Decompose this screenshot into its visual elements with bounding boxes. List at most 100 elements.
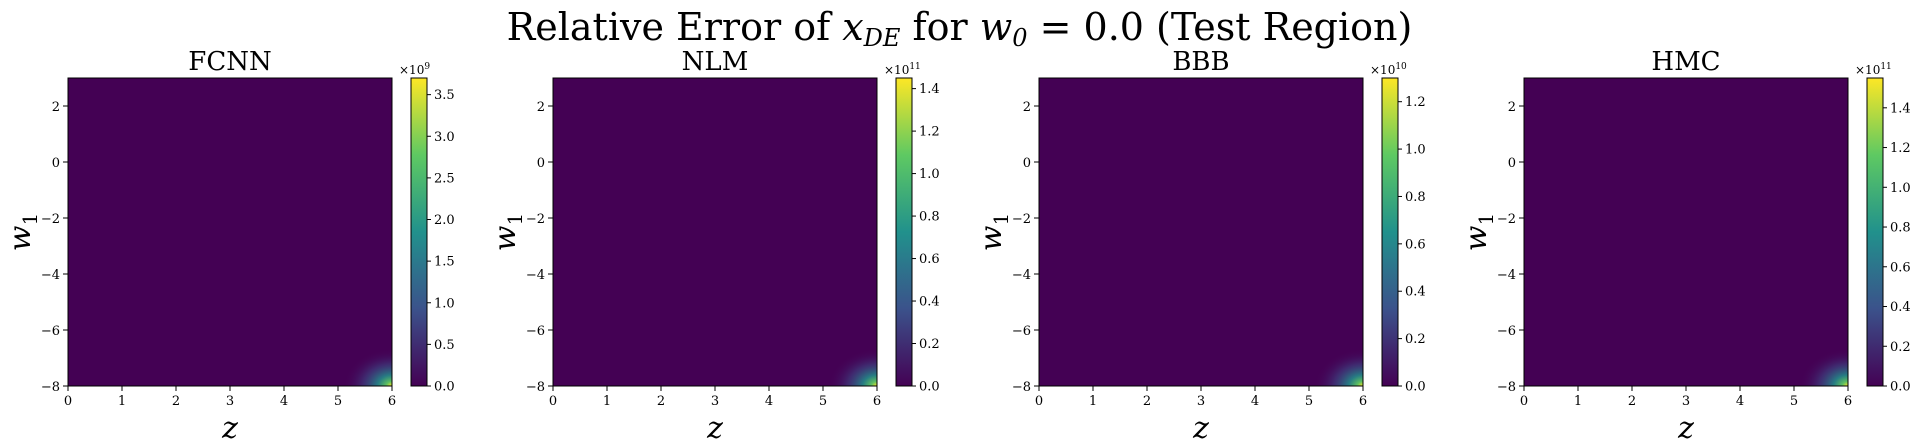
y-tick-label: −8 xyxy=(41,380,60,395)
heatmap-field xyxy=(1524,78,1848,386)
x-tick-label: 2 xyxy=(657,394,665,409)
panel-hmc: HMC 0 1 2 3 4 5 6 z −8 −6 −4 −2 0 2 w1 0.0 0.2 0.4 0.6 0.8 1.… xyxy=(1459,47,1911,446)
y-tick-label: 0 xyxy=(537,156,545,171)
y-tick-label: −8 xyxy=(526,380,545,395)
colorbar-multiplier: ×1010 xyxy=(1370,62,1407,77)
x-tick-label: 5 xyxy=(334,394,342,409)
colorbar-tick-label: 0.2 xyxy=(1890,340,1911,355)
title-param-sub: 0 xyxy=(1012,24,1028,52)
y-tick-label: 2 xyxy=(1023,100,1031,115)
heatmap-hotspot xyxy=(343,349,392,386)
x-tick-label: 0 xyxy=(549,394,557,409)
title-suffix: = 0.0 (Test Region) xyxy=(1027,5,1413,49)
y-tick-label: 2 xyxy=(537,100,545,115)
title-var-sub: DE xyxy=(863,24,901,52)
x-tick-label: 0 xyxy=(1520,394,1528,409)
colorbar xyxy=(1381,77,1399,387)
y-tick-label: −4 xyxy=(41,268,60,283)
colorbar-tick-label: 0.8 xyxy=(1405,190,1426,205)
x-tick-label: 6 xyxy=(388,394,396,409)
x-tick-label: 4 xyxy=(280,394,288,409)
colorbar-multiplier: ×1011 xyxy=(1855,62,1892,77)
colorbar-tick-label: 0.5 xyxy=(434,338,455,353)
colorbar-tick-label: 0.6 xyxy=(919,252,940,267)
x-tick-label: 3 xyxy=(1682,394,1690,409)
colorbar-tick-label: 1.2 xyxy=(1405,95,1426,110)
y-tick-label: −6 xyxy=(526,324,545,339)
x-tick-label: 6 xyxy=(1359,394,1367,409)
y-tick-label: −8 xyxy=(1012,380,1031,395)
panel-title: BBB xyxy=(1172,47,1229,77)
y-tick-label: −6 xyxy=(41,324,60,339)
panel-title: FCNN xyxy=(188,47,271,77)
colorbar-tick-label: 0.2 xyxy=(1405,332,1426,347)
y-tick-label: 2 xyxy=(52,100,60,115)
colorbar-tick-label: 1.2 xyxy=(1890,141,1911,156)
heatmap-field xyxy=(68,78,392,386)
panel-nlm: NLM 0 1 2 3 4 5 6 z −8 −6 −4 −2 0 2 w1 0.0 0.2 0.4 0.6 0.8 1.… xyxy=(488,47,940,446)
heatmap-hotspot xyxy=(828,349,877,386)
colorbar-tick-label: 1.0 xyxy=(1890,181,1911,196)
y-axis-label: w1 xyxy=(3,213,42,251)
x-tick-label: 2 xyxy=(1628,394,1636,409)
colorbar-tick-label: 1.0 xyxy=(434,296,455,311)
colorbar-tick-label: 0.4 xyxy=(1890,300,1911,315)
y-tick-label: −2 xyxy=(1497,212,1516,227)
panel-title: NLM xyxy=(682,47,749,77)
y-tick-label: −2 xyxy=(526,212,545,227)
x-tick-label: 3 xyxy=(711,394,719,409)
x-tick-label: 6 xyxy=(873,394,881,409)
colorbar-tick-label: 0.0 xyxy=(434,380,455,395)
x-tick-label: 6 xyxy=(1844,394,1852,409)
colorbar-multiplier: ×1011 xyxy=(884,62,921,77)
x-axis-label: z xyxy=(1192,411,1209,446)
x-tick-label: 3 xyxy=(226,394,234,409)
colorbar xyxy=(895,77,913,387)
y-tick-label: −6 xyxy=(1012,324,1031,339)
x-tick-label: 5 xyxy=(1790,394,1798,409)
y-tick-label: 0 xyxy=(1508,156,1516,171)
colorbar-tick-label: 0.0 xyxy=(919,380,940,395)
colorbar-tick-label: 0.0 xyxy=(1890,380,1911,395)
x-tick-label: 2 xyxy=(172,394,180,409)
x-tick-label: 1 xyxy=(1089,394,1097,409)
x-tick-label: 1 xyxy=(603,394,611,409)
y-axis-label: w1 xyxy=(974,213,1013,251)
panel-title: HMC xyxy=(1651,47,1720,77)
colorbar-multiplier: ×109 xyxy=(399,62,430,77)
x-tick-label: 5 xyxy=(1305,394,1313,409)
y-tick-label: 0 xyxy=(52,156,60,171)
x-tick-label: 4 xyxy=(765,394,773,409)
colorbar xyxy=(410,77,428,387)
y-tick-label: −4 xyxy=(1012,268,1031,283)
y-axis-label: w1 xyxy=(488,213,527,251)
y-tick-label: −4 xyxy=(526,268,545,283)
colorbar-tick-label: 2.5 xyxy=(434,171,455,186)
heatmap-hotspot xyxy=(1314,349,1363,386)
heatmap-field xyxy=(1039,78,1363,386)
colorbar-tick-label: 1.2 xyxy=(919,125,940,140)
title-param: w xyxy=(979,5,1013,49)
x-tick-label: 5 xyxy=(819,394,827,409)
x-tick-label: 1 xyxy=(118,394,126,409)
x-tick-label: 4 xyxy=(1736,394,1744,409)
y-tick-label: −2 xyxy=(1012,212,1031,227)
title-prefix: Relative Error of xyxy=(506,5,843,49)
colorbar-tick-label: 0.8 xyxy=(919,210,940,225)
x-tick-label: 2 xyxy=(1143,394,1151,409)
title-var: x xyxy=(842,5,864,49)
colorbar-tick-label: 3.0 xyxy=(434,130,455,145)
colorbar-tick-label: 1.4 xyxy=(919,82,940,97)
colorbar-tick-label: 0.8 xyxy=(1890,221,1911,236)
colorbar-tick-label: 2.0 xyxy=(434,213,455,228)
x-tick-label: 3 xyxy=(1197,394,1205,409)
x-axis-label: z xyxy=(1677,411,1694,446)
y-tick-label: −6 xyxy=(1497,324,1516,339)
heatmap-hotspot xyxy=(1799,349,1848,386)
colorbar-tick-label: 0.4 xyxy=(1405,285,1426,300)
colorbar-tick-label: 1.0 xyxy=(1405,143,1426,158)
x-axis-label: z xyxy=(706,411,723,446)
x-tick-label: 0 xyxy=(64,394,72,409)
